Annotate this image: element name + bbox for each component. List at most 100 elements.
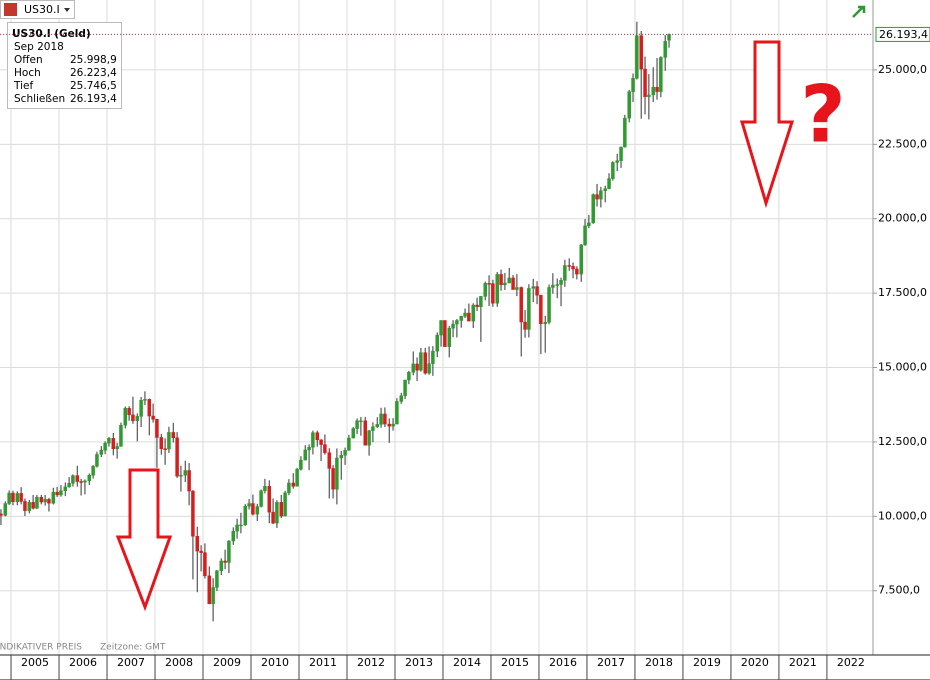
candle-body (391, 423, 395, 427)
candle-body (243, 505, 247, 526)
candle-body (383, 413, 387, 425)
x-tick-label: 2012 (357, 656, 385, 669)
candle-body (575, 268, 579, 275)
x-tick-label: 2011 (309, 656, 337, 669)
candle-body (367, 430, 371, 446)
candle-body (459, 316, 463, 321)
y-tick-label: 7.500,0 (878, 584, 920, 597)
candle-body (471, 304, 475, 322)
candle-body (591, 194, 595, 224)
candle-body (607, 178, 611, 189)
candle-body (227, 540, 231, 563)
candle-body (571, 266, 575, 270)
candle-body (103, 442, 107, 451)
candle-body (91, 466, 95, 476)
candle-body (319, 439, 323, 445)
candle-body (615, 160, 619, 163)
candle-body (327, 452, 331, 469)
candle-body (135, 416, 140, 422)
candle-body (647, 94, 651, 97)
candle-body (603, 188, 607, 192)
candle-body (515, 287, 519, 290)
candle-body (499, 274, 503, 286)
cfd-icon (4, 3, 17, 16)
candle-body (387, 423, 391, 427)
candle-body (179, 475, 183, 477)
candle-body (519, 287, 523, 323)
x-tick-label: 2020 (741, 656, 769, 669)
candle-body (531, 286, 535, 289)
candle-body (147, 399, 152, 417)
tooltip-rows: Offen 25.998,9 Hoch 26.223,4 Tief 25.746,5 Sch… (13, 54, 117, 105)
candle-body (559, 280, 563, 285)
candle-body (59, 490, 63, 496)
x-tick-label: 2013 (405, 656, 433, 669)
candle-body (555, 284, 559, 286)
candle-body (295, 469, 299, 487)
candle-body (239, 524, 243, 527)
candle-body (71, 475, 75, 484)
tooltip-label: Schließen (14, 93, 65, 105)
candle-body (631, 78, 635, 92)
footer-note: INDIKATIVER PREIS (0, 643, 82, 653)
down-arrow (739, 40, 795, 209)
candle-body (643, 68, 647, 97)
tooltip-label: Hoch (14, 67, 41, 79)
candle-body (487, 283, 491, 285)
candle-body (63, 486, 68, 491)
y-tick-label: 25.000,0 (878, 63, 927, 76)
candle-body (543, 322, 547, 325)
x-tick-label: 2010 (261, 656, 289, 669)
candle-body (119, 425, 123, 447)
candle-body (323, 444, 327, 453)
candle-body (267, 486, 271, 513)
candle-body (495, 274, 499, 304)
candle-body (599, 190, 603, 200)
candle-body (275, 502, 279, 524)
candle-body (419, 352, 423, 371)
candle-body (155, 419, 159, 438)
candle-body (95, 454, 99, 467)
candle-body (143, 399, 147, 401)
last-price-box (875, 26, 930, 42)
candle-body (663, 41, 667, 58)
candle-body (31, 502, 35, 509)
candle-body (359, 420, 363, 423)
candle-body (259, 490, 263, 507)
candle-body (167, 432, 171, 450)
candle-body (75, 475, 80, 482)
last-price-label: 26.193,4 (879, 28, 928, 41)
candle-body (375, 424, 379, 427)
y-tick-label: 15.000,0 (878, 361, 927, 374)
x-tick-label: 2022 (837, 656, 865, 669)
candle-body (583, 225, 587, 246)
candle-body (27, 502, 32, 511)
candle-body (207, 575, 212, 605)
tooltip-value: 26.223,4 (70, 67, 117, 79)
candle-body (255, 506, 259, 515)
candle-body (43, 499, 47, 503)
candle-body (299, 459, 303, 470)
candle-body (211, 587, 215, 605)
candle-body (427, 363, 431, 374)
candle-body (455, 320, 459, 325)
candle-body (491, 283, 495, 304)
candle-body (7, 492, 11, 504)
candle-body (291, 482, 295, 487)
candle-body (535, 286, 539, 296)
y-tick-label: 12.500,0 (878, 435, 927, 448)
symbol-selector[interactable] (0, 0, 75, 19)
candle-body (503, 282, 507, 286)
candle-body (11, 492, 15, 502)
tooltip-value: 25.998,9 (70, 54, 117, 66)
candle-body (199, 550, 203, 553)
candle-body (655, 86, 659, 92)
tooltip-label: Offen (14, 54, 43, 66)
candle-body (107, 438, 111, 444)
candle-body (595, 194, 599, 200)
candle-body (563, 265, 567, 281)
grid (0, 0, 873, 655)
candle-body (463, 312, 467, 317)
candle-body (659, 57, 663, 92)
x-tick-label: 2016 (549, 656, 577, 669)
